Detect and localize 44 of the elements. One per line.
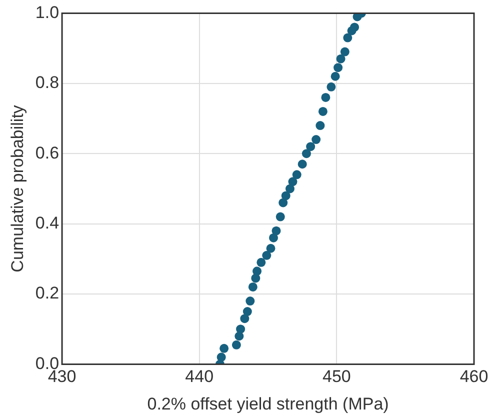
point [318, 106, 328, 116]
point [281, 191, 290, 200]
point [242, 307, 252, 316]
x-tick-label: 460 [460, 367, 488, 386]
point [252, 266, 262, 276]
point [269, 233, 278, 242]
y-tick-label: 0.8 [35, 73, 60, 92]
y-tick-label: 1.0 [35, 2, 60, 22]
point [340, 47, 350, 56]
point [232, 340, 241, 350]
y-tick-label: 0.2 [35, 284, 60, 303]
point [330, 72, 340, 81]
y-axis-title: Cumulative probability [8, 104, 27, 272]
point [292, 170, 302, 180]
point [248, 282, 258, 292]
point [256, 258, 266, 267]
point [336, 54, 346, 64]
point [343, 33, 352, 42]
point [306, 142, 316, 152]
point [216, 352, 226, 362]
point [285, 184, 294, 194]
point [298, 160, 307, 169]
point [278, 198, 288, 208]
y-tick-label: 0.6 [35, 143, 60, 162]
point [312, 135, 321, 144]
point [350, 22, 360, 32]
point [266, 244, 276, 253]
x-axis-title: 0.2% offset yield strength (MPa) [147, 394, 389, 414]
x-tick-label: 450 [322, 367, 351, 386]
point [316, 121, 325, 130]
point [240, 314, 250, 324]
point [220, 344, 229, 353]
point [236, 324, 246, 334]
point [246, 296, 255, 306]
point [302, 149, 311, 158]
point [276, 212, 285, 222]
point [334, 63, 343, 72]
point [288, 177, 298, 186]
point [262, 250, 272, 260]
point [326, 82, 336, 92]
point [272, 226, 281, 236]
x-tick-label: 440 [185, 367, 214, 386]
point [321, 92, 330, 102]
y-tick-label: 0.4 [35, 213, 60, 232]
